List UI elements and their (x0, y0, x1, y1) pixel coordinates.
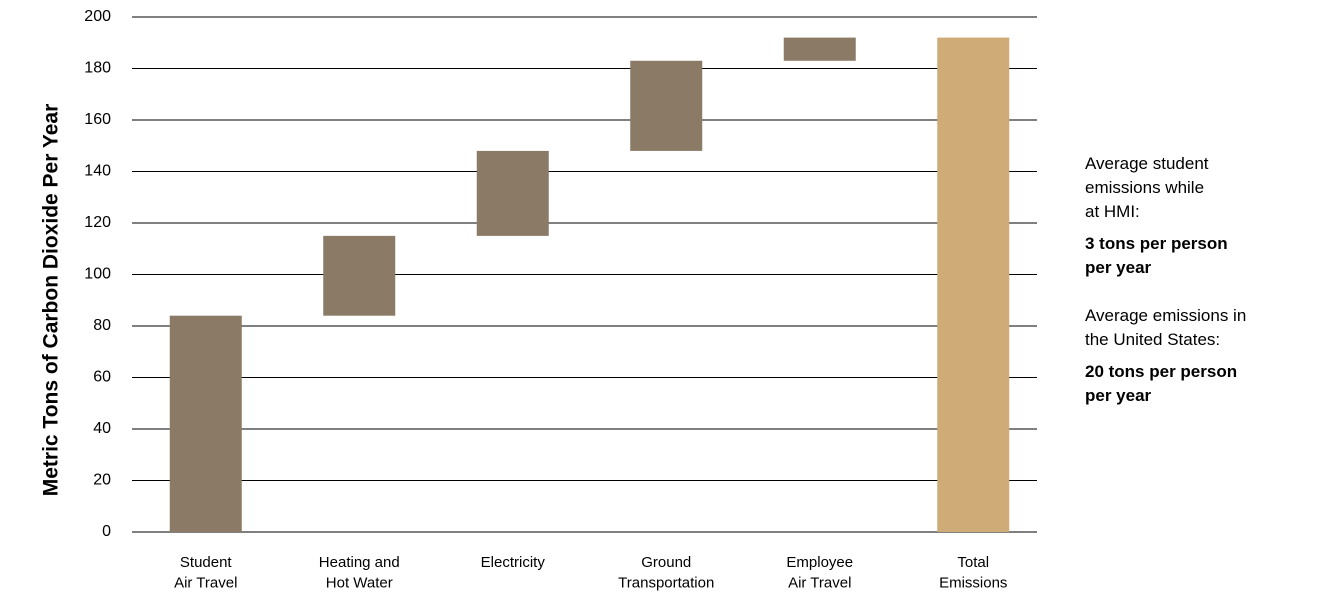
annotation-highlight: 3 tons per person per year (1085, 234, 1228, 277)
annotation: Average student emissions while at HMI: 3… (1085, 152, 1325, 280)
y-tick-label: 80 (93, 317, 111, 334)
y-tick-label: 160 (84, 111, 111, 128)
y-tick-label: 140 (84, 163, 111, 180)
y-axis-title: Metric Tons of Carbon Dioxide Per Year (40, 104, 63, 497)
y-tick-label: 200 (84, 8, 111, 25)
bar (630, 60, 703, 151)
y-tick-label: 20 (93, 472, 111, 489)
y-tick-label: 120 (84, 214, 111, 231)
bar (169, 315, 242, 532)
annotation-highlight: 20 tons per person per year (1085, 362, 1238, 405)
x-tick-label: Total Emissions (939, 554, 1007, 591)
x-tick-label: Student Air Travel (174, 554, 237, 591)
annotation-text: Average student emissions while at HMI: (1085, 154, 1209, 221)
y-tick-label: 40 (93, 420, 111, 437)
bar (323, 235, 396, 316)
y-tick-label: 0 (102, 523, 111, 540)
x-tick-label: Ground Transportation (618, 554, 714, 591)
bar (476, 150, 549, 236)
bar (783, 37, 856, 61)
annotation-text: Average emissions in the United States: (1085, 306, 1247, 349)
y-tick-label: 100 (84, 266, 111, 283)
y-tick-label: 60 (93, 369, 111, 386)
x-tick-label: Heating and Hot Water (319, 554, 400, 591)
chart: Metric Tons of Carbon Dioxide Per Year 0… (40, 8, 1037, 591)
annotation: Average emissions in the United States: 2… (1085, 304, 1325, 408)
x-tick-label: Employee Air Travel (786, 554, 853, 591)
x-tick-label: Electricity (481, 554, 546, 571)
bar (937, 37, 1010, 532)
y-tick-label: 180 (84, 60, 111, 77)
